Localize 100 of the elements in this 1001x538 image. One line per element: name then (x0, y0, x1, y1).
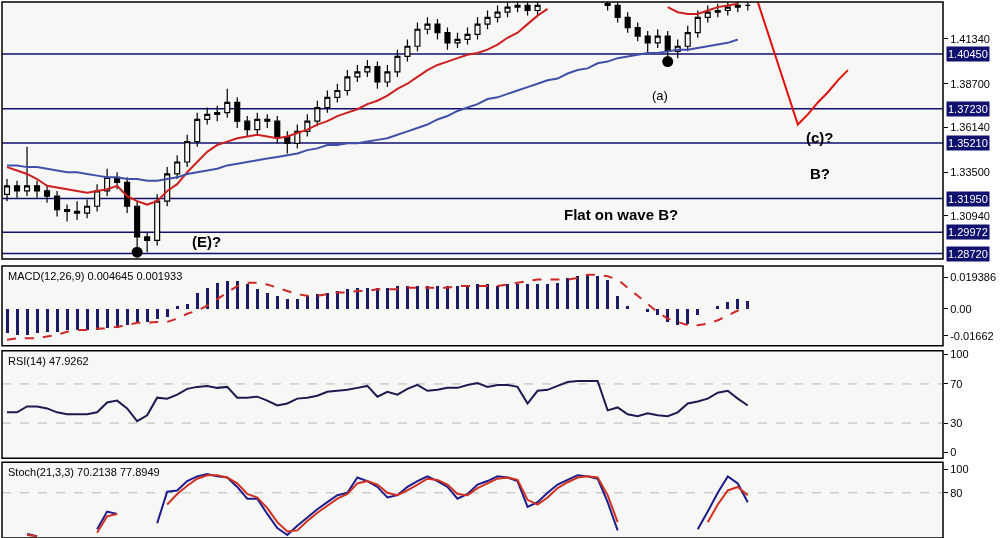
chart-title: RSI(14) 47.9262 (8, 355, 89, 367)
candlestick (424, 16, 431, 35)
line-series (6, 273, 749, 341)
candlestick (144, 231, 151, 253)
bar (36, 309, 39, 334)
bar (416, 286, 419, 310)
bar (176, 306, 179, 310)
candlestick (694, 9, 701, 39)
bar (466, 286, 469, 310)
candlestick (354, 64, 361, 83)
bar (6, 309, 9, 334)
y-tick-label: 70 (950, 377, 963, 390)
bar (266, 293, 269, 310)
bar (166, 309, 169, 318)
bar (626, 306, 629, 310)
bar (726, 302, 729, 310)
bar (716, 306, 719, 310)
bar (246, 284, 249, 310)
y-tick-label: 1.38700 (950, 77, 990, 90)
annotation: (c)? (806, 129, 834, 146)
ref-line-label: 1.28720 (948, 248, 988, 260)
chart-title: MACD(12,26,9) 0.004645 0.001933 (8, 270, 183, 282)
bar (126, 309, 129, 326)
bar (346, 289, 349, 310)
ref-line-label: 1.40450 (948, 48, 988, 60)
candlestick (264, 113, 271, 129)
bar (586, 275, 589, 310)
bar (86, 309, 89, 331)
candlestick (474, 16, 481, 41)
bar (446, 286, 449, 310)
y-tick-label: 1.41340 (950, 32, 990, 45)
candlestick (384, 64, 391, 88)
y-tick-label: 1.36140 (950, 121, 990, 134)
candlestick (204, 106, 211, 126)
candlestick (184, 134, 191, 168)
candlestick (484, 9, 491, 30)
bar (546, 284, 549, 310)
annotation: B? (810, 165, 830, 182)
bar (46, 309, 49, 333)
candlestick (374, 60, 381, 90)
bar (296, 299, 299, 310)
chart-title: Stoch(21,3,3) 70.2138 77.8949 (8, 466, 160, 478)
bar (656, 309, 659, 316)
candlestick (654, 28, 661, 49)
bar (276, 296, 279, 310)
candlestick (44, 185, 51, 204)
bar (696, 309, 699, 316)
candlestick (414, 21, 421, 52)
line-series (756, 2, 849, 126)
bar (326, 293, 329, 310)
bar (286, 299, 289, 310)
y-tick-label: 0 (950, 446, 957, 459)
candlestick (174, 154, 181, 180)
candlestick (454, 32, 461, 49)
bar (686, 309, 689, 325)
bar (596, 276, 599, 310)
candlestick (624, 11, 631, 34)
y-tick-label: -0.01662 (950, 329, 994, 342)
bar (106, 309, 109, 329)
candlestick (234, 96, 241, 129)
candlestick (33, 180, 41, 199)
bar (526, 284, 529, 310)
candlestick (124, 176, 131, 214)
bar (506, 284, 509, 310)
bar (306, 296, 309, 310)
candlestick (154, 193, 161, 247)
bar (56, 309, 59, 333)
annotation: (E)? (192, 233, 222, 250)
ref-line-label: 1.37230 (948, 103, 988, 115)
annotation: Flat on wave B? (564, 206, 679, 223)
candlestick (194, 112, 201, 148)
bar (26, 309, 29, 336)
bar (226, 281, 229, 310)
annotation: (a) (652, 88, 668, 103)
bar (556, 283, 559, 310)
bar (746, 301, 749, 310)
bar (146, 309, 149, 323)
y-tick-label: 0.00 (950, 302, 972, 315)
line-series (6, 38, 739, 182)
bar (676, 309, 679, 326)
ref-line-label: 1.35210 (948, 137, 988, 149)
bar (606, 280, 609, 310)
bar (16, 309, 19, 336)
y-tick-label: 1.33500 (950, 166, 990, 179)
candlestick (23, 146, 31, 197)
candlestick (444, 26, 451, 51)
bar (456, 286, 459, 310)
bar (216, 283, 219, 310)
bar (186, 304, 189, 310)
bar (76, 309, 79, 331)
y-tick-label: 80 (950, 486, 963, 499)
candlestick (434, 18, 441, 41)
bar (136, 309, 139, 323)
candlestick (244, 115, 251, 138)
candlestick (54, 190, 61, 218)
candlestick (404, 38, 411, 63)
bar (516, 284, 519, 310)
candlestick (644, 30, 651, 54)
candlestick (324, 89, 331, 114)
bar (236, 281, 239, 310)
